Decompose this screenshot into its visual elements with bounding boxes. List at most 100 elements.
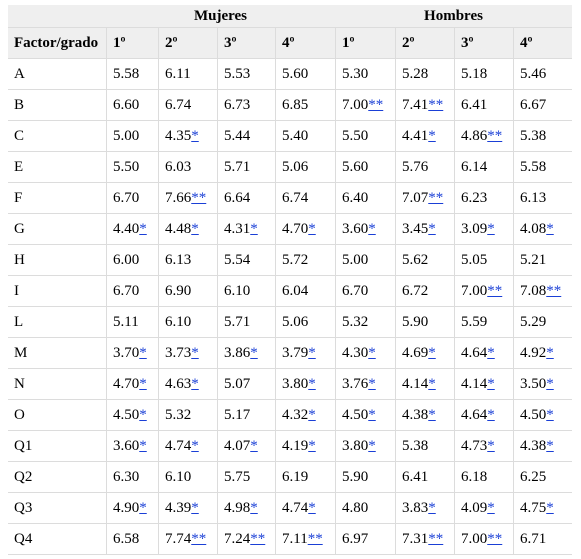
column-header-h2: 2º xyxy=(395,28,454,58)
significance-link[interactable]: * xyxy=(487,376,495,392)
value-text: 7.07 xyxy=(402,190,429,206)
significance-link[interactable]: * xyxy=(487,500,495,516)
value-cell: 6.97 xyxy=(335,524,395,554)
significance-link[interactable]: ** xyxy=(487,283,503,299)
value-text: 6.70 xyxy=(113,283,140,299)
significance-link[interactable]: * xyxy=(139,345,147,361)
significance-link[interactable]: * xyxy=(139,438,147,454)
significance-link[interactable]: * xyxy=(546,438,554,454)
significance-link[interactable]: * xyxy=(546,221,554,237)
significance-link[interactable]: * xyxy=(191,438,199,454)
significance-link[interactable]: * xyxy=(546,407,554,423)
significance-link[interactable]: * xyxy=(368,438,376,454)
factor-cell: Q1 xyxy=(14,438,33,454)
value-cell: 5.71 xyxy=(217,307,275,337)
significance-link[interactable]: * xyxy=(428,376,436,392)
value-text: 7.24 xyxy=(224,531,251,547)
significance-link[interactable]: * xyxy=(191,376,199,392)
value-text: 5.72 xyxy=(282,252,309,268)
value-cell: 5.53 xyxy=(217,59,275,89)
significance-link[interactable]: * xyxy=(139,407,147,423)
significance-link[interactable]: * xyxy=(308,407,316,423)
table-body: A 5.58 6.11 5.53 5.60 5.30 5.28 5.18 5.46 B 6.60 6.… xyxy=(8,59,572,555)
significance-link[interactable]: * xyxy=(368,407,376,423)
significance-link[interactable]: ** xyxy=(428,190,444,206)
significance-link[interactable]: * xyxy=(191,345,199,361)
value-cell: 6.04 xyxy=(275,276,335,306)
value-cell: 4.07* xyxy=(217,431,275,461)
value-text: 3.45 xyxy=(402,221,429,237)
value-cell: 4.92* xyxy=(513,338,572,368)
value-text: 5.00 xyxy=(113,128,140,144)
value-cell: 4.14* xyxy=(454,369,513,399)
significance-link[interactable]: ** xyxy=(487,531,503,547)
table-row: M 3.70* 3.73* 3.86* 3.79* 4.30* 4.69* 4.64* 4.92… xyxy=(8,338,572,369)
significance-link[interactable]: * xyxy=(191,221,199,237)
significance-link[interactable]: * xyxy=(250,438,258,454)
value-cell: 4.41* xyxy=(395,121,454,151)
significance-link[interactable]: * xyxy=(487,438,495,454)
value-text: 4.64 xyxy=(461,345,488,361)
significance-link[interactable]: * xyxy=(368,221,376,237)
significance-link[interactable]: * xyxy=(546,345,554,361)
value-cell: 6.19 xyxy=(275,462,335,492)
value-text: 5.07 xyxy=(224,376,251,392)
value-cell: 6.14 xyxy=(454,152,513,182)
significance-link[interactable]: * xyxy=(308,500,316,516)
value-text: 5.00 xyxy=(342,252,369,268)
value-text: 4.73 xyxy=(461,438,488,454)
significance-link[interactable]: ** xyxy=(191,531,207,547)
significance-link[interactable]: * xyxy=(487,345,495,361)
value-text: 4.90 xyxy=(113,500,140,516)
factor-cell: Q4 xyxy=(14,531,33,547)
significance-link[interactable]: * xyxy=(250,500,258,516)
significance-link[interactable]: * xyxy=(191,128,199,144)
factor-cell: H xyxy=(14,252,25,268)
significance-link[interactable]: * xyxy=(139,376,147,392)
factor-cell: M xyxy=(14,345,28,361)
significance-link[interactable]: ** xyxy=(250,531,266,547)
significance-link[interactable]: ** xyxy=(368,97,384,113)
column-header-m4: 4º xyxy=(275,28,335,58)
table-row: H 6.00 6.13 5.54 5.72 5.00 5.62 5.05 5.21 xyxy=(8,245,572,276)
value-text: 4.38 xyxy=(402,407,429,423)
value-text: 4.08 xyxy=(520,221,547,237)
value-cell: 4.09* xyxy=(454,493,513,523)
significance-link[interactable]: ** xyxy=(428,97,444,113)
significance-link[interactable]: * xyxy=(308,376,316,392)
significance-link[interactable]: ** xyxy=(546,283,562,299)
significance-link[interactable]: * xyxy=(308,221,316,237)
value-cell: 7.24** xyxy=(217,524,275,554)
value-text: 5.50 xyxy=(113,159,140,175)
significance-link[interactable]: * xyxy=(368,376,376,392)
value-cell: 4.98* xyxy=(217,493,275,523)
significance-link[interactable]: * xyxy=(250,221,258,237)
value-text: 5.76 xyxy=(402,159,429,175)
value-cell: 6.13 xyxy=(513,183,572,213)
significance-link[interactable]: * xyxy=(308,438,316,454)
significance-link[interactable]: * xyxy=(546,376,554,392)
significance-link[interactable]: * xyxy=(428,345,436,361)
significance-link[interactable]: * xyxy=(546,500,554,516)
value-cell: 6.70 xyxy=(106,183,158,213)
significance-link[interactable]: * xyxy=(487,407,495,423)
significance-link[interactable]: * xyxy=(139,500,147,516)
significance-link[interactable]: * xyxy=(428,407,436,423)
significance-link[interactable]: * xyxy=(368,345,376,361)
significance-link[interactable]: ** xyxy=(307,531,323,547)
significance-link[interactable]: * xyxy=(191,500,199,516)
significance-link[interactable]: * xyxy=(139,221,147,237)
significance-link[interactable]: * xyxy=(428,128,436,144)
value-text: 3.60 xyxy=(342,221,369,237)
significance-link[interactable]: ** xyxy=(191,190,207,206)
significance-link[interactable]: * xyxy=(250,345,258,361)
value-cell: 5.58 xyxy=(106,59,158,89)
significance-link[interactable]: * xyxy=(308,345,316,361)
value-text: 5.30 xyxy=(342,66,369,82)
significance-link[interactable]: * xyxy=(428,500,436,516)
significance-link[interactable]: * xyxy=(487,221,495,237)
significance-link[interactable]: * xyxy=(428,221,436,237)
value-text: 5.58 xyxy=(520,159,547,175)
significance-link[interactable]: ** xyxy=(428,531,444,547)
significance-link[interactable]: ** xyxy=(487,128,503,144)
